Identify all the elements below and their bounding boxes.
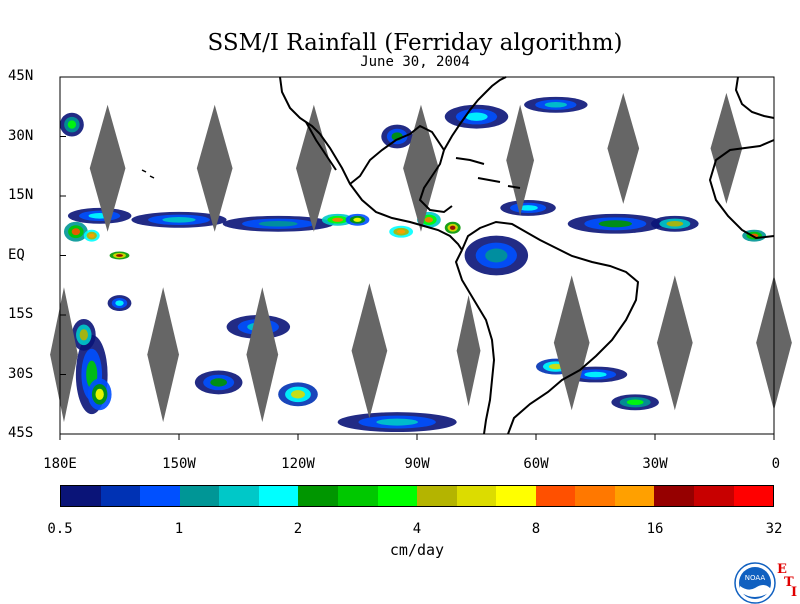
swath-gap bbox=[656, 275, 693, 411]
coast-north-america-west bbox=[279, 76, 463, 251]
lon-tick-label: 60W bbox=[523, 456, 549, 472]
colorbar-segment bbox=[337, 486, 378, 506]
colorbar-tick-label: 32 bbox=[765, 521, 783, 537]
rain-patch bbox=[71, 318, 96, 351]
lat-tick-label: EQ bbox=[8, 246, 25, 263]
axis-ticks bbox=[59, 76, 775, 440]
swath-gap bbox=[196, 104, 233, 232]
coast-baja bbox=[305, 121, 337, 171]
swath-gap bbox=[710, 92, 743, 204]
colorbar-units: cm/day bbox=[389, 541, 445, 559]
lon-tick-label: 90W bbox=[404, 456, 430, 472]
rain-patch bbox=[389, 225, 414, 238]
colorbar-segment bbox=[417, 486, 457, 506]
colorbar-segment bbox=[614, 486, 655, 506]
lat-tick-label: 45N bbox=[8, 68, 34, 84]
logo-letter-t: T bbox=[784, 575, 794, 590]
colorbar-segment bbox=[258, 486, 299, 506]
rainfall-map bbox=[50, 76, 792, 440]
colorbar-tick-label: 1 bbox=[174, 521, 184, 537]
colorbar-tick-label: 16 bbox=[646, 521, 664, 537]
colorbar-segment bbox=[377, 486, 418, 506]
lon-tick-label: 180E bbox=[43, 456, 77, 472]
swath-gap bbox=[246, 287, 279, 423]
colorbar-segment bbox=[61, 486, 101, 506]
rain-patch bbox=[83, 229, 100, 242]
rain-patch bbox=[524, 96, 588, 113]
rain-patch bbox=[87, 378, 112, 411]
rain-patch bbox=[611, 394, 659, 411]
lon-tick-label: 150W bbox=[162, 456, 196, 472]
rain-patch bbox=[107, 295, 132, 312]
colorbar-segment bbox=[496, 486, 536, 506]
swath-gap bbox=[351, 283, 388, 419]
rain-patch bbox=[444, 221, 461, 234]
swath-gap bbox=[50, 287, 78, 423]
swath-gap bbox=[403, 104, 439, 232]
lat-tick-label: 30N bbox=[8, 127, 34, 144]
colorbar-segment bbox=[654, 486, 694, 506]
colorbar-segment bbox=[575, 486, 615, 506]
rain-patch bbox=[222, 215, 334, 232]
lon-tick-label: 0 bbox=[771, 456, 780, 472]
colorbar-tick-label: 0.5 bbox=[47, 521, 73, 537]
colorbar-segment bbox=[100, 486, 141, 506]
lat-tick-label: 15N bbox=[8, 187, 34, 203]
chart-subtitle: June 30, 2004 bbox=[360, 54, 470, 70]
colorbar-tick-label: 2 bbox=[293, 521, 303, 537]
rain-patch bbox=[278, 382, 318, 407]
coast-us-east bbox=[443, 76, 507, 151]
rain-patch bbox=[337, 412, 457, 433]
lat-tick-label: 15S bbox=[8, 306, 34, 322]
swath-gap bbox=[553, 275, 590, 411]
colorbar-segment bbox=[298, 486, 338, 506]
noaa-logo-text: NOAA bbox=[745, 574, 766, 582]
rain-patch bbox=[381, 124, 414, 149]
rain-patch bbox=[60, 112, 84, 137]
swath-gap bbox=[506, 104, 535, 216]
rain-patch bbox=[321, 213, 354, 226]
swath-gap-layer bbox=[50, 92, 792, 423]
coastline-layer bbox=[141, 76, 775, 435]
swath-gap bbox=[296, 104, 332, 232]
colorbar bbox=[60, 485, 774, 507]
rain-patch bbox=[67, 207, 132, 224]
coast-gulf-mexico bbox=[349, 124, 453, 214]
rain-patch bbox=[131, 211, 227, 228]
rain-patch bbox=[567, 213, 663, 234]
rain-patch bbox=[194, 370, 243, 395]
colorbar-segment bbox=[535, 486, 576, 506]
swath-gap bbox=[456, 295, 481, 407]
coast-south-america bbox=[454, 220, 640, 435]
lat-tick-label: 45S bbox=[8, 425, 34, 441]
colorbar-tick-label: 4 bbox=[412, 521, 422, 537]
colorbar-segment bbox=[733, 486, 774, 506]
colorbar-segment bbox=[179, 486, 220, 506]
rain-patch bbox=[444, 104, 509, 129]
coast-hawaii bbox=[141, 169, 155, 179]
swath-gap bbox=[147, 287, 179, 423]
rain-patch bbox=[500, 199, 556, 216]
rain-patch bbox=[109, 251, 130, 260]
coast-caribbean bbox=[455, 157, 521, 189]
coast-africa bbox=[708, 76, 775, 240]
colorbar-segment bbox=[694, 486, 734, 506]
colorbar-tick-label: 8 bbox=[531, 521, 541, 537]
colorbar-segment bbox=[456, 486, 497, 506]
lon-tick-label: 120W bbox=[281, 456, 315, 472]
colorbar-segment bbox=[219, 486, 259, 506]
rain-patch bbox=[345, 213, 370, 226]
colorbar-segment bbox=[140, 486, 180, 506]
lon-tick-label: 30W bbox=[642, 456, 668, 472]
logo-letter-i: I bbox=[791, 585, 798, 600]
noaa-logo: NOAA bbox=[734, 562, 776, 604]
swath-gap bbox=[89, 104, 126, 232]
lat-tick-label: 30S bbox=[8, 365, 34, 382]
rain-patch bbox=[651, 215, 699, 232]
rain-patch bbox=[464, 235, 529, 276]
rain-patch bbox=[63, 221, 88, 242]
swath-gap bbox=[607, 92, 640, 204]
logo-letter-e: E bbox=[777, 562, 787, 577]
chart-title: SSM/I Rainfall (Ferriday algorithm) bbox=[207, 30, 623, 56]
